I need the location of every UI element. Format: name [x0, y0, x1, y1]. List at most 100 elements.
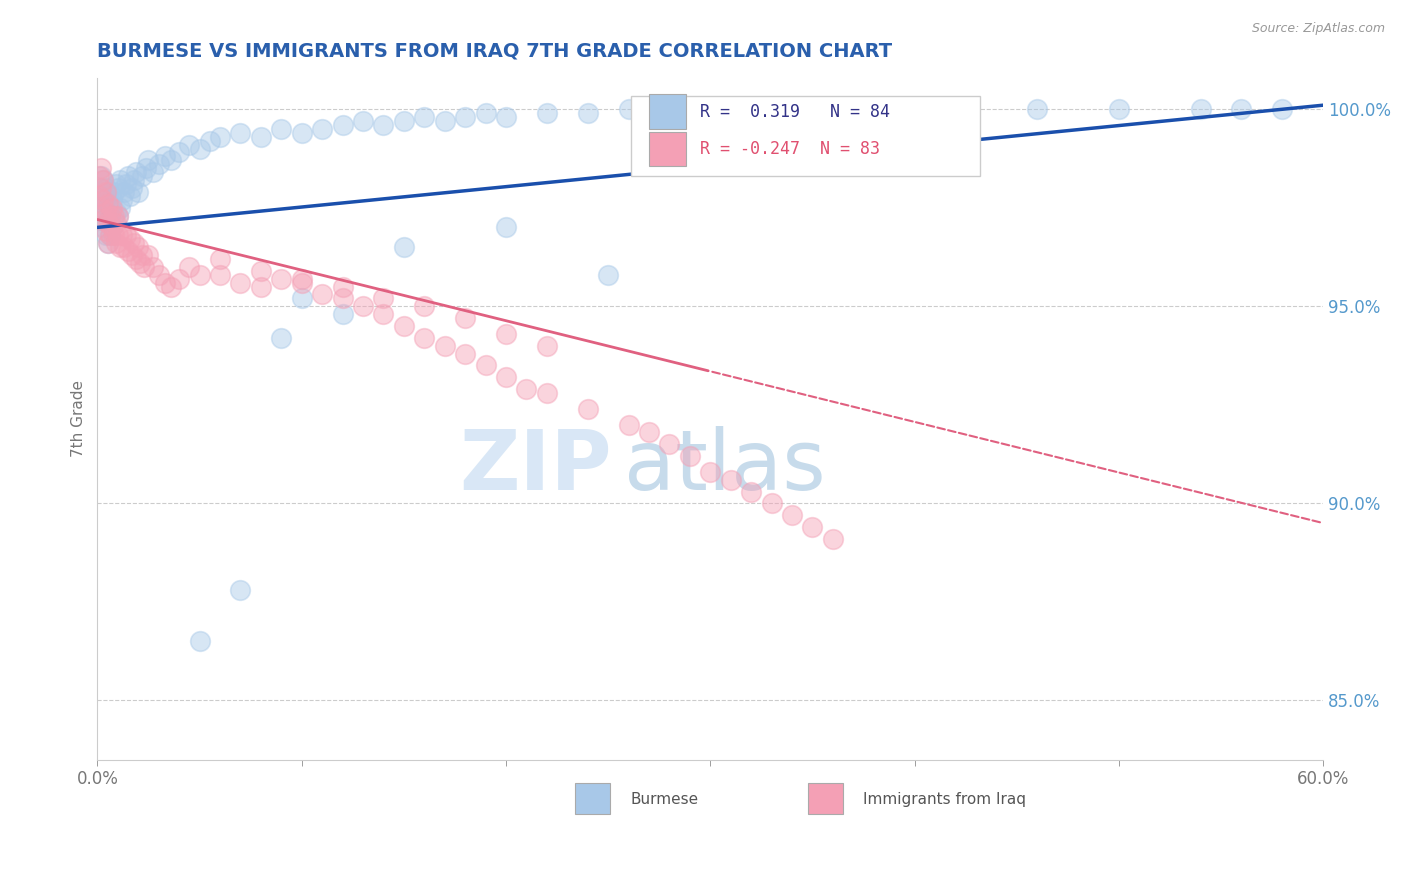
Point — [148, 157, 170, 171]
Point — [104, 236, 127, 251]
Point — [291, 126, 314, 140]
Point — [148, 268, 170, 282]
Point — [94, 185, 117, 199]
Point — [93, 212, 115, 227]
Point — [167, 145, 190, 160]
Text: atlas: atlas — [624, 425, 827, 507]
Point — [107, 181, 129, 195]
Text: Burmese: Burmese — [630, 792, 699, 806]
Point — [90, 212, 112, 227]
Point — [104, 217, 127, 231]
FancyBboxPatch shape — [630, 96, 980, 177]
Point — [801, 102, 824, 116]
Point — [862, 102, 884, 116]
Point — [188, 634, 211, 648]
Point — [94, 224, 117, 238]
Text: Immigrants from Iraq: Immigrants from Iraq — [863, 792, 1026, 806]
Point — [103, 209, 125, 223]
Point — [138, 248, 160, 262]
Text: R = -0.247  N = 83: R = -0.247 N = 83 — [700, 139, 880, 158]
Point — [699, 102, 721, 116]
Point — [98, 201, 121, 215]
Point — [332, 279, 354, 293]
Point — [617, 417, 640, 432]
Point — [598, 268, 620, 282]
Point — [720, 473, 742, 487]
Point — [94, 181, 117, 195]
Point — [131, 169, 153, 183]
Point — [495, 110, 517, 124]
Point — [373, 307, 395, 321]
Point — [780, 508, 803, 523]
Point — [103, 185, 125, 199]
Point — [89, 181, 111, 195]
Point — [179, 137, 201, 152]
Point — [135, 161, 157, 176]
FancyBboxPatch shape — [650, 95, 686, 128]
Point — [536, 386, 558, 401]
Point — [94, 204, 117, 219]
Point — [392, 318, 415, 333]
Point — [821, 532, 844, 546]
Point — [97, 236, 120, 251]
Point — [100, 220, 122, 235]
Point — [1189, 102, 1212, 116]
Point — [495, 370, 517, 384]
Point — [188, 268, 211, 282]
Point — [127, 185, 149, 199]
Point — [198, 134, 221, 148]
Point — [100, 220, 122, 235]
Point — [208, 268, 231, 282]
Point — [108, 201, 131, 215]
Point — [761, 496, 783, 510]
Point — [138, 153, 160, 168]
Point — [740, 102, 762, 116]
Point — [97, 196, 120, 211]
Point — [291, 276, 314, 290]
Point — [129, 256, 152, 270]
Point — [617, 102, 640, 116]
Point — [90, 201, 112, 215]
Point — [352, 114, 374, 128]
Point — [134, 260, 156, 274]
Point — [115, 228, 138, 243]
Point — [658, 106, 681, 120]
FancyBboxPatch shape — [575, 783, 610, 814]
Point — [413, 331, 436, 345]
Point — [93, 173, 115, 187]
FancyBboxPatch shape — [808, 783, 842, 814]
Point — [160, 279, 183, 293]
Point — [270, 331, 292, 345]
Point — [433, 114, 456, 128]
Point — [107, 228, 129, 243]
Point — [98, 209, 121, 223]
Point — [658, 437, 681, 451]
Point — [474, 106, 496, 120]
Point — [104, 177, 127, 191]
Point — [153, 149, 176, 163]
Point — [208, 252, 231, 266]
Point — [93, 173, 115, 187]
Point — [699, 465, 721, 479]
Point — [474, 359, 496, 373]
Point — [373, 118, 395, 132]
Point — [249, 264, 271, 278]
Point — [118, 232, 141, 246]
Point — [332, 118, 354, 132]
Point — [118, 189, 141, 203]
Point — [413, 299, 436, 313]
Point — [141, 165, 163, 179]
Point — [270, 271, 292, 285]
Point — [413, 110, 436, 124]
Point — [112, 240, 135, 254]
Point — [90, 181, 112, 195]
Point — [167, 271, 190, 285]
Point — [332, 307, 354, 321]
Point — [100, 201, 122, 215]
Point — [270, 121, 292, 136]
Point — [454, 110, 477, 124]
Point — [1026, 102, 1049, 116]
Point — [97, 212, 120, 227]
Point — [122, 173, 145, 187]
Point — [352, 299, 374, 313]
